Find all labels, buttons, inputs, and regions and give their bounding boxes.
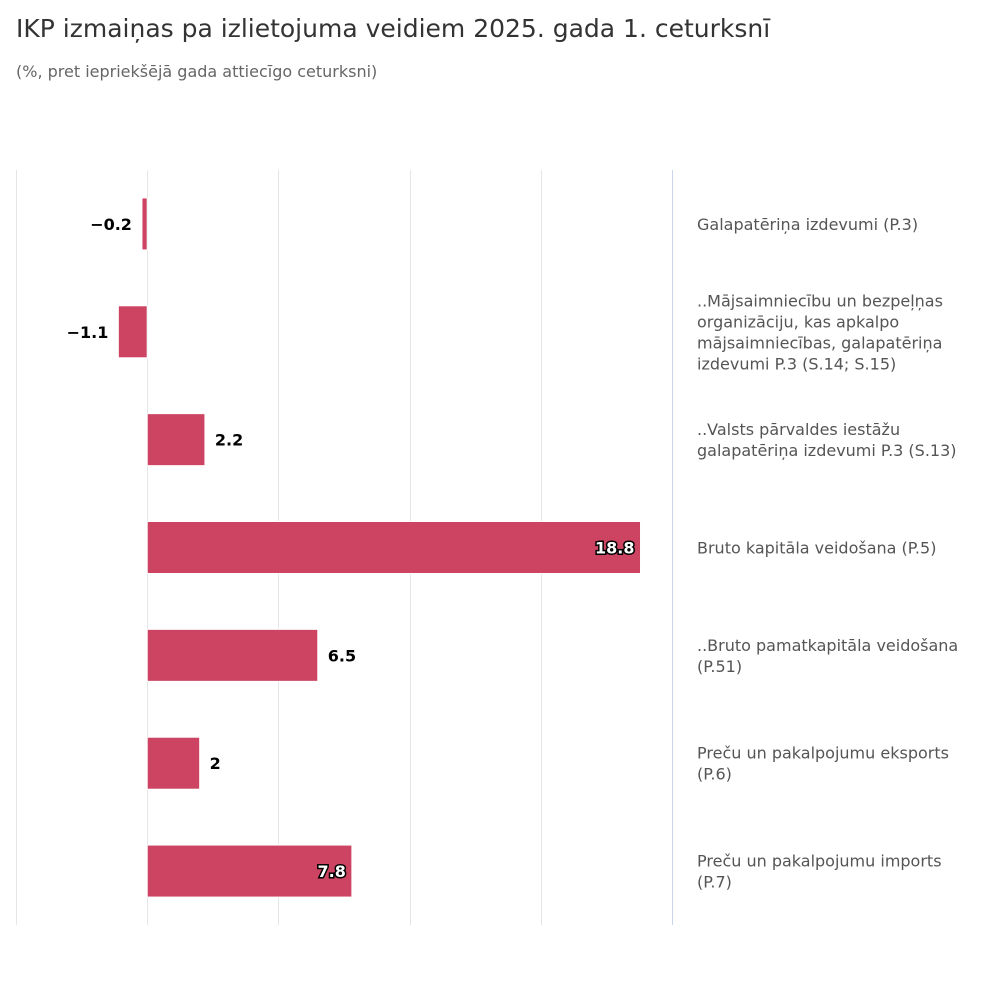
bars (117, 197, 642, 898)
data-label: −0.2 (90, 215, 132, 234)
bar (146, 736, 201, 790)
chart-title: IKP izmaiņas pa izlietojuma veidiem 2025… (16, 14, 771, 43)
category-label: ..Valsts pārvaldes iestāžu galapatēriņa i… (697, 420, 957, 460)
chart-subtitle: (%, pret iepriekšējā gada attiecīgo cetu… (16, 62, 378, 81)
category-label: Preču un pakalpojumu imports (P.7) (697, 852, 942, 892)
category-label: ..Mājsaimniecību un bezpeļņas organizācij… (697, 291, 943, 373)
data-label: 2.2 (215, 431, 243, 450)
category-label: ..Bruto pamatkapitāla veidošana (P.51) (697, 636, 958, 676)
data-label: 7.8 (318, 862, 346, 881)
data-label: −1.1 (67, 323, 109, 342)
bar (146, 844, 353, 898)
bar (146, 413, 206, 467)
category-label: Preču un pakalpojumu eksports (P.6) (697, 744, 949, 784)
bar (146, 628, 319, 682)
data-labels: −0.2 −1.1 2.2 18.8 6.5 2 7.8 (67, 215, 636, 883)
bar (141, 197, 148, 251)
data-label: 18.8 (595, 539, 634, 558)
bar (146, 521, 642, 574)
category-label: Bruto kapitāla veidošana (P.5) (697, 539, 936, 558)
category-label: Galapatēriņa izdevumi (P.3) (697, 215, 918, 234)
data-label: 2 (210, 754, 221, 773)
bar (117, 305, 148, 359)
data-label: 6.5 (328, 646, 356, 665)
category-labels: Galapatēriņa izdevumi (P.3) ..Mājsaimniec… (697, 215, 958, 892)
